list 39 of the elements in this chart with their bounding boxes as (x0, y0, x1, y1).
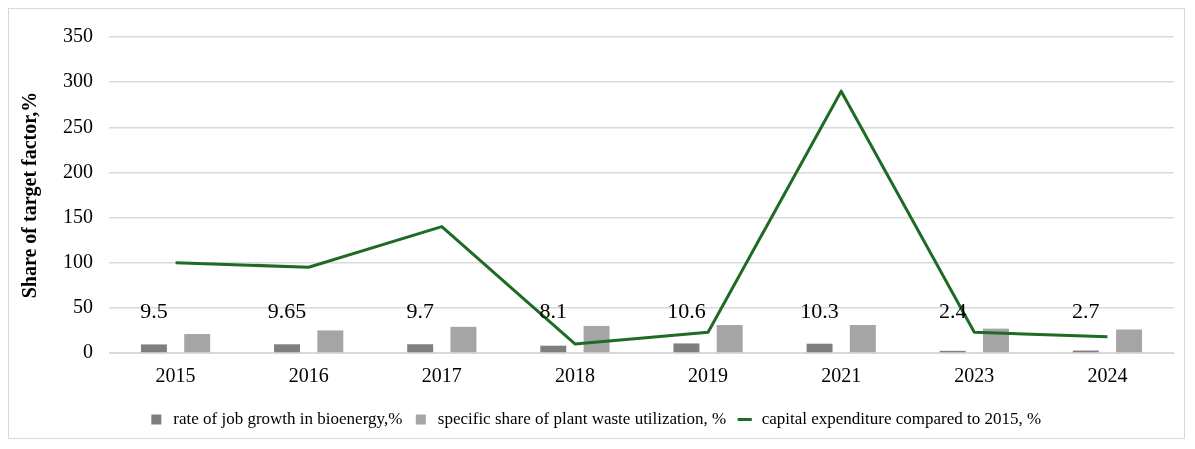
data-label: 10.6 (667, 297, 706, 323)
x-tick-label: 2024 (1087, 364, 1128, 387)
y-tick-label: 200 (63, 159, 93, 182)
bar (450, 326, 477, 353)
bar (184, 334, 211, 353)
x-tick-label: 2023 (954, 364, 995, 387)
bar (849, 325, 876, 353)
x-tick-label: 2015 (155, 364, 196, 387)
x-tick-label: 2017 (421, 364, 462, 387)
data-label: 10.3 (800, 297, 839, 323)
legend-label: specific share of plant waste utilization, % (437, 408, 727, 428)
x-tick-label: 2018 (554, 364, 595, 387)
y-tick-label: 250 (63, 114, 93, 137)
y-tick-label: 0 (83, 340, 93, 363)
bar (540, 345, 567, 353)
bar (716, 325, 743, 353)
y-tick-label: 300 (63, 69, 93, 92)
bar (140, 344, 167, 353)
data-label: 8.1 (539, 297, 568, 323)
data-label: 9.5 (140, 297, 168, 323)
y-tick-label: 100 (63, 249, 93, 272)
x-tick-label: 2016 (288, 364, 329, 387)
y-tick-label: 350 (63, 24, 93, 47)
data-label: 9.7 (406, 297, 434, 323)
bar (1116, 329, 1143, 353)
bar (407, 344, 434, 353)
legend-label: capital expenditure compared to 2015, % (761, 408, 1042, 428)
data-label: 9.65 (267, 297, 307, 323)
data-label: 2.7 (1072, 297, 1100, 323)
x-tick-label: 2021 (821, 364, 862, 387)
y-tick-label: 150 (63, 204, 93, 227)
y-axis-title: Share of target factor,% (18, 91, 42, 299)
bar (317, 330, 344, 353)
y-tick-label: 50 (73, 295, 93, 318)
x-tick-label: 2019 (688, 364, 729, 387)
legend-label: rate of job growth in bioenergy,% (173, 408, 403, 428)
bar (274, 344, 301, 353)
bar (673, 343, 700, 353)
bar (806, 343, 833, 353)
